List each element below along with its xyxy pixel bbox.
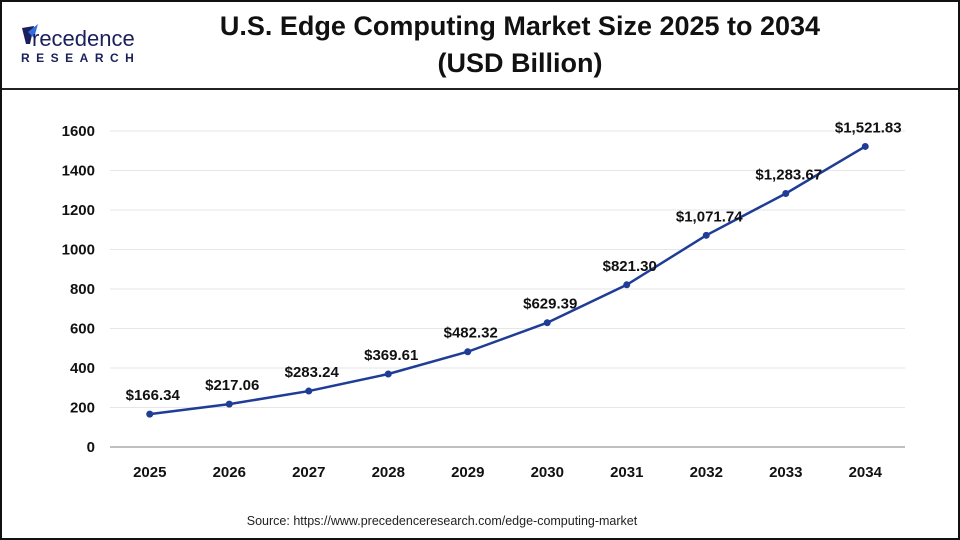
data-label: $166.34 (126, 387, 181, 404)
svg-text:recedence: recedence (32, 26, 135, 51)
data-point (623, 281, 631, 289)
data-point (225, 400, 233, 408)
data-label: $629.39 (523, 296, 577, 313)
source-note: Source: https://www.precedenceresearch.c… (246, 514, 638, 528)
svg-text:RESEARCH: RESEARCH (21, 51, 140, 65)
x-tick-label: 2025 (133, 464, 166, 481)
y-tick-label: 1200 (62, 202, 95, 219)
y-tick-label: 1000 (62, 242, 95, 259)
series-line (149, 145, 866, 416)
x-tick-label: 2026 (213, 464, 246, 481)
x-tick-label: 2027 (292, 464, 325, 481)
x-tick-label: 2030 (531, 464, 564, 481)
y-tick-label: 800 (70, 281, 95, 298)
data-point (305, 387, 313, 395)
x-tick-label: 2031 (610, 464, 643, 481)
precedence-research-logo: recedence RESEARCH (21, 24, 140, 65)
data-label: $1,071.74 (676, 208, 743, 225)
x-tick-label: 2029 (451, 464, 484, 481)
y-tick-label: 1400 (62, 163, 95, 180)
data-label: $369.61 (364, 347, 418, 364)
data-label: $1,283.67 (755, 166, 822, 183)
data-point (702, 231, 710, 239)
x-tick-label: 2028 (372, 464, 405, 481)
data-point (384, 370, 392, 378)
x-tick-label: 2033 (769, 464, 802, 481)
data-point (146, 410, 154, 418)
y-tick-label: 1600 (62, 123, 95, 140)
data-label: $482.32 (444, 325, 498, 342)
data-point (782, 189, 790, 197)
x-tick-label: 2032 (690, 464, 723, 481)
chart-title: U.S. Edge Computing Market Size 2025 to … (182, 8, 858, 82)
title-line-1: U.S. Edge Computing Market Size 2025 to … (219, 11, 821, 41)
data-label: $1,521.83 (835, 119, 902, 136)
data-label: $821.30 (603, 258, 657, 275)
y-tick-label: 200 (70, 400, 95, 417)
y-tick-label: 400 (70, 360, 95, 377)
title-line-2: (USD Billion) (437, 48, 603, 78)
y-tick-label: 0 (87, 439, 95, 456)
data-label: $217.06 (205, 377, 259, 394)
x-tick-label: 2034 (849, 464, 883, 481)
data-point (861, 142, 869, 150)
header: recedence RESEARCH U.S. Edge Computing M… (2, 2, 958, 90)
data-point (543, 319, 551, 327)
data-point (464, 348, 472, 356)
y-tick-label: 600 (70, 321, 95, 338)
data-label: $283.24 (285, 364, 340, 381)
